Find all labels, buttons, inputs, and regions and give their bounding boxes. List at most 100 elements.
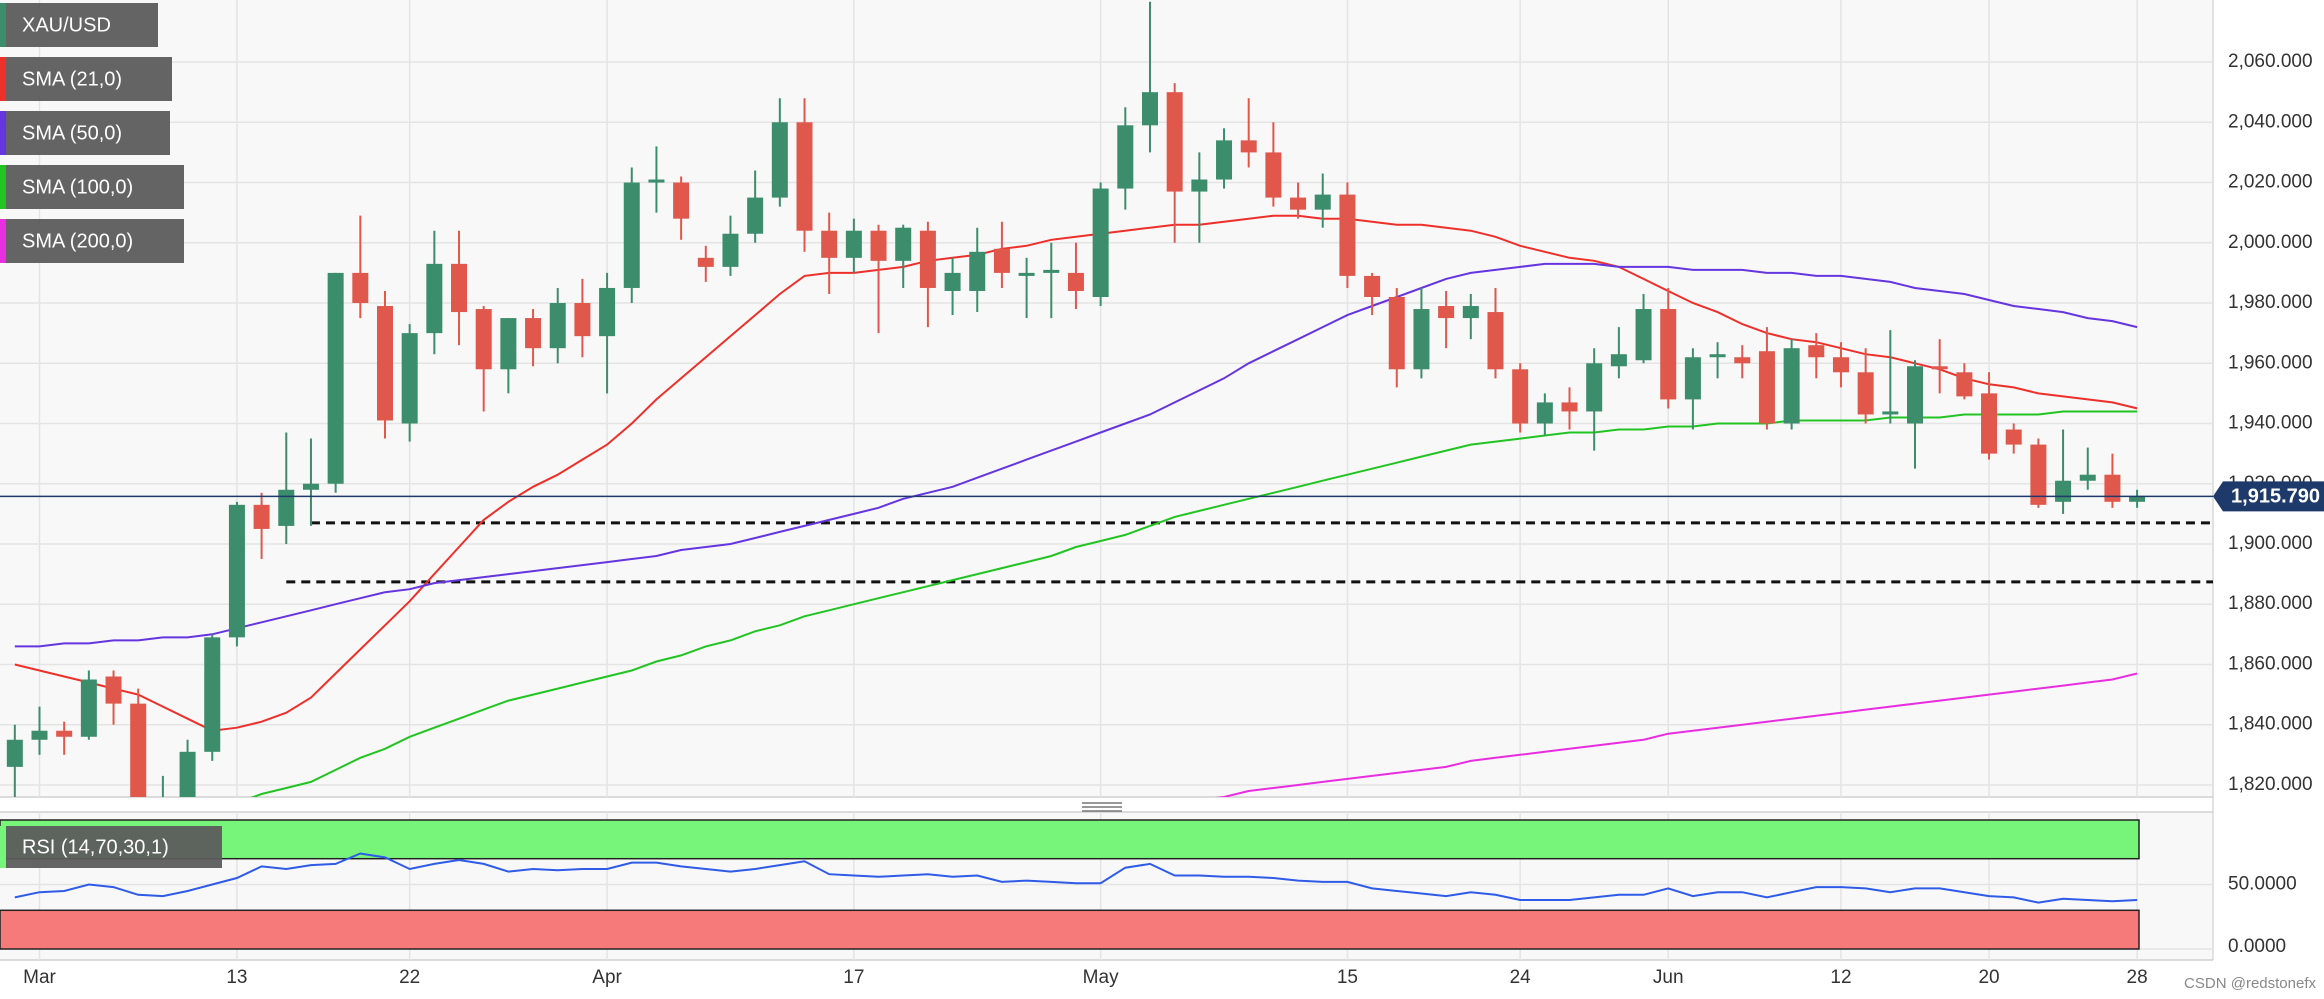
candle-body bbox=[1635, 309, 1652, 361]
candle-body bbox=[1018, 272, 1035, 276]
candle-body bbox=[1758, 351, 1775, 424]
candle-body bbox=[1783, 348, 1800, 424]
legend-swatch bbox=[0, 111, 6, 155]
candle-body bbox=[574, 303, 591, 337]
candle-body bbox=[1536, 402, 1553, 424]
last-price-label: 1,915.790 bbox=[2231, 486, 2320, 508]
candle-body bbox=[475, 309, 492, 370]
x-tick-label: 24 bbox=[1510, 967, 1532, 988]
candle-body bbox=[1561, 402, 1578, 412]
x-tick-label: Apr bbox=[592, 967, 622, 988]
candle-body bbox=[969, 251, 986, 291]
candle-body bbox=[673, 182, 690, 219]
candle-body bbox=[1462, 306, 1479, 319]
legend-item[interactable]: SMA (50,0) bbox=[0, 111, 170, 155]
candle-body bbox=[1438, 306, 1455, 319]
candle-body bbox=[179, 751, 196, 797]
candle-body bbox=[327, 272, 344, 484]
candle-body bbox=[1832, 357, 1849, 373]
y-tick-label: 1,980.000 bbox=[2228, 292, 2313, 313]
legend-item[interactable]: XAU/USD bbox=[0, 3, 158, 47]
indicator-band bbox=[0, 909, 2140, 950]
resize-handle[interactable] bbox=[1082, 802, 1122, 812]
x-tick-label: 28 bbox=[2127, 967, 2148, 988]
candle-body bbox=[2079, 474, 2096, 481]
legend-swatch bbox=[0, 57, 6, 101]
candle-body bbox=[105, 676, 122, 704]
y-tick-label: 2,000.000 bbox=[2228, 232, 2313, 253]
candle-body bbox=[648, 179, 665, 183]
candle-body bbox=[1734, 357, 1751, 364]
candle-body bbox=[278, 489, 295, 526]
y-tick-label: 1,820.000 bbox=[2228, 774, 2313, 795]
candle-body bbox=[204, 637, 221, 752]
candle-body bbox=[2104, 474, 2121, 502]
candle-body bbox=[549, 303, 566, 349]
x-tick-label: 15 bbox=[1337, 967, 1358, 988]
candle-body bbox=[895, 227, 912, 261]
candle-body bbox=[722, 233, 739, 267]
y-tick-label: 1,880.000 bbox=[2228, 593, 2313, 614]
legend-item[interactable]: SMA (100,0) bbox=[0, 165, 184, 209]
x-tick-label: 13 bbox=[226, 967, 247, 988]
candle-body bbox=[697, 257, 714, 267]
y-tick-label: 1,860.000 bbox=[2228, 653, 2313, 674]
y-tick-label: 2,020.000 bbox=[2228, 172, 2313, 193]
sma-line bbox=[14, 262, 2138, 648]
candle-body bbox=[1290, 197, 1307, 210]
legend-item[interactable]: SMA (200,0) bbox=[0, 219, 184, 263]
indicator-panel bbox=[0, 819, 2140, 950]
y-tick-label: 1,940.000 bbox=[2228, 413, 2313, 434]
candle-body bbox=[80, 679, 97, 737]
candle-body bbox=[1586, 363, 1603, 412]
y-tick-label: 2,060.000 bbox=[2228, 51, 2313, 72]
candle-body bbox=[352, 272, 369, 304]
candle-body bbox=[1857, 372, 1874, 415]
candle-body bbox=[253, 504, 270, 529]
candle-body bbox=[993, 248, 1010, 273]
x-tick-label: May bbox=[1083, 967, 1119, 988]
legend-label: SMA (100,0) bbox=[22, 176, 133, 198]
sma-line bbox=[14, 214, 2138, 732]
candle-body bbox=[1981, 393, 1998, 454]
candle-body bbox=[1191, 179, 1208, 192]
candle-body bbox=[401, 333, 418, 424]
candle-body bbox=[919, 230, 936, 288]
indicator-legend[interactable]: RSI (14,70,30,1) bbox=[0, 826, 222, 868]
candle-body bbox=[845, 230, 862, 258]
candle-body bbox=[623, 182, 640, 288]
sma-line bbox=[250, 410, 2138, 797]
y-tick-label: 1,900.000 bbox=[2228, 533, 2313, 554]
candle-body bbox=[1709, 354, 1726, 358]
candle-body bbox=[1265, 152, 1282, 198]
candle-body bbox=[2030, 444, 2047, 505]
y-tick-label: 1,840.000 bbox=[2228, 714, 2313, 735]
overlay: Mar 13 22 Apr 17 May 15 24 Jun 12 20 28 1,820.000 1,8… bbox=[0, 3, 2324, 988]
candle-body bbox=[2055, 480, 2072, 502]
candle-body bbox=[1067, 272, 1084, 291]
legend-item[interactable]: SMA (21,0) bbox=[0, 57, 172, 101]
candle-body bbox=[302, 483, 319, 490]
legend-label: SMA (21,0) bbox=[22, 68, 122, 90]
candle-body bbox=[56, 730, 73, 737]
candle-body bbox=[1166, 92, 1183, 192]
candle-body bbox=[500, 318, 517, 370]
watermark: CSDN @redstonefx bbox=[2184, 975, 2316, 992]
x-tick-label: Jun bbox=[1653, 967, 1684, 988]
candle-body bbox=[1882, 411, 1899, 415]
x-tick-label: 22 bbox=[399, 967, 420, 988]
legend-box bbox=[0, 826, 222, 868]
candle-body bbox=[747, 197, 764, 234]
candle-body bbox=[1043, 269, 1060, 273]
legend-box bbox=[0, 111, 170, 155]
candle-body bbox=[1512, 369, 1529, 424]
candle-body bbox=[376, 306, 393, 421]
legend-box bbox=[0, 165, 184, 209]
candle-body bbox=[426, 263, 443, 334]
candle-body bbox=[1487, 312, 1504, 370]
candle-body bbox=[944, 272, 961, 291]
candle-body bbox=[1907, 366, 1924, 424]
candle-body bbox=[1339, 194, 1356, 276]
indicator-band bbox=[0, 819, 2140, 860]
x-tick-label: Mar bbox=[23, 967, 56, 988]
